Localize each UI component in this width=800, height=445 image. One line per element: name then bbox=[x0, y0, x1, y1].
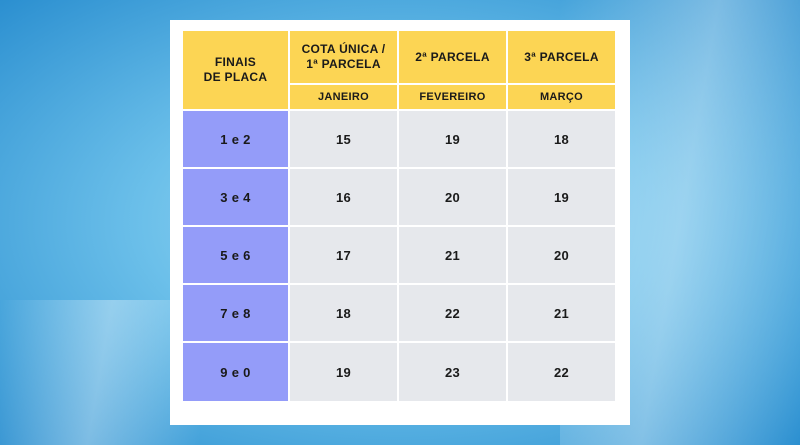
day-cell: 21 bbox=[399, 227, 506, 283]
day-cell: 15 bbox=[290, 111, 397, 167]
day-cell: 19 bbox=[399, 111, 506, 167]
plate-cell: 3 e 4 bbox=[183, 169, 288, 225]
table-row: 9 e 0 19 23 22 bbox=[183, 343, 615, 401]
table-row: 7 e 8 18 22 21 bbox=[183, 285, 615, 341]
column-header-installment-3: 3ª PARCELA bbox=[508, 31, 615, 83]
day-cell: 17 bbox=[290, 227, 397, 283]
day-cell: 20 bbox=[399, 169, 506, 225]
plate-cell: 1 e 2 bbox=[183, 111, 288, 167]
month-header: MARÇO bbox=[508, 85, 615, 109]
day-cell: 18 bbox=[508, 111, 615, 167]
day-cell: 19 bbox=[508, 169, 615, 225]
day-cell: 22 bbox=[399, 285, 506, 341]
plate-column-header: FINAIS DE PLACA bbox=[183, 31, 288, 109]
table-row: 1 e 2 15 19 18 bbox=[183, 111, 615, 167]
column-header-installment-1: COTA ÚNICA / 1ª PARCELA bbox=[290, 31, 397, 83]
table-row: 5 e 6 17 21 20 bbox=[183, 227, 615, 283]
day-cell: 18 bbox=[290, 285, 397, 341]
payment-schedule-table: FINAIS DE PLACA COTA ÚNICA / 1ª PARCELA … bbox=[181, 29, 617, 403]
day-cell: 20 bbox=[508, 227, 615, 283]
header-row: FINAIS DE PLACA COTA ÚNICA / 1ª PARCELA … bbox=[183, 31, 615, 109]
month-header-row: JANEIRO FEVEREIRO MARÇO bbox=[183, 85, 615, 109]
plate-header-line: DE PLACA bbox=[203, 70, 268, 84]
plate-cell: 7 e 8 bbox=[183, 285, 288, 341]
schedule-card: FINAIS DE PLACA COTA ÚNICA / 1ª PARCELA … bbox=[170, 20, 630, 425]
day-cell: 22 bbox=[508, 343, 615, 401]
column-header-line: COTA ÚNICA / bbox=[301, 42, 386, 56]
plate-cell: 5 e 6 bbox=[183, 227, 288, 283]
day-cell: 23 bbox=[399, 343, 506, 401]
column-header-line: 2ª PARCELA bbox=[415, 49, 490, 64]
table-row: 3 e 4 16 20 19 bbox=[183, 169, 615, 225]
day-cell: 16 bbox=[290, 169, 397, 225]
plate-header-line: FINAIS bbox=[214, 55, 257, 69]
month-header: FEVEREIRO bbox=[399, 85, 506, 109]
column-header-line: 1ª PARCELA bbox=[306, 57, 381, 71]
day-cell: 19 bbox=[290, 343, 397, 401]
column-header-installment-2: 2ª PARCELA bbox=[399, 31, 506, 83]
month-header: JANEIRO bbox=[290, 85, 397, 109]
column-header-line: 3ª PARCELA bbox=[524, 49, 599, 64]
day-cell: 21 bbox=[508, 285, 615, 341]
plate-cell: 9 e 0 bbox=[183, 343, 288, 401]
